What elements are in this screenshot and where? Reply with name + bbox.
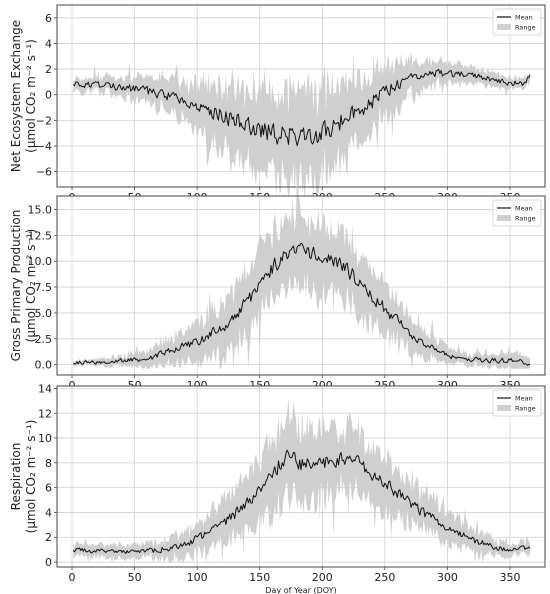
y-tick-label: 6 [45,482,52,495]
y-tick-label: 15.0 [28,203,53,216]
range-band [73,167,531,369]
legend: Mean Range [492,8,542,36]
mean-line [73,242,531,366]
y-tick-label: 4 [45,506,52,519]
axes-frame [56,385,546,568]
legend-mean-label: Mean [515,14,533,22]
mean-line [72,449,531,554]
y-tick-label: 5.0 [35,307,53,320]
y-tick-label: 6 [45,12,52,25]
x-tick-label: 150 [249,571,270,584]
legend: Mean Range [492,199,542,227]
y-axis-label-line: (μmol CO₂ m⁻² s⁻¹) [24,39,38,153]
x-tick-label: 350 [499,571,520,584]
y-tick-label: 2 [45,531,52,544]
legend-range-label: Range [515,405,536,413]
y-tick-label: 10 [38,432,52,445]
y-tick-label: 10.0 [28,255,53,268]
range-band [73,397,531,564]
y-axis-label: Respiration(μmol CO₂ m⁻² s⁻¹) [9,420,38,534]
y-tick-label: 4 [45,37,52,50]
axes-frame [56,4,546,188]
y-axis-label-line: Net Ecosystem Exchange [9,20,23,172]
legend-range-label: Range [515,24,536,32]
legend-mean-label: Mean [515,205,533,213]
x-tick-label: 250 [374,571,395,584]
y-tick-label: −6 [36,166,52,179]
mean-line [72,68,531,147]
chart-panel-2: 0 50 100 150 200 250 300 3500.02.55.07.510.012.… [9,167,546,392]
x-tick-label: 100 [187,571,208,584]
x-axis-label: Day of Year (DOY) [265,586,336,594]
y-axis-label-line: Respiration [9,443,23,511]
range-band [73,50,531,201]
y-tick-label: 7.5 [35,281,53,294]
y-tick-label: 8 [45,457,52,470]
y-tick-label: 0 [45,89,52,102]
y-tick-label: 12 [38,407,52,420]
legend-range-swatch [497,215,511,221]
legend-range-swatch [497,24,511,30]
legend-range-label: Range [515,215,536,223]
x-tick-label: 50 [128,571,142,584]
legend-range-swatch [497,405,511,411]
x-tick-label: 200 [312,571,333,584]
y-axis-label: Gross Primary Production(μmol CO₂ m⁻² s⁻… [9,210,38,362]
legend: Mean Range [492,389,542,417]
y-axis-label-line: Gross Primary Production [9,210,23,362]
y-tick-label: 14 [38,382,52,395]
y-tick-label: 2 [45,63,52,76]
y-axis-label-line: (μmol CO₂ m⁻² s⁻¹) [24,420,38,534]
x-tick-label: 300 [437,571,458,584]
legend-mean-label: Mean [515,395,533,403]
y-axis-label-line: (μmol CO₂ m⁻² s⁻¹) [24,229,38,343]
y-tick-label: 0 [45,556,52,569]
y-tick-label: −2 [36,114,52,127]
y-tick-label: 0.0 [35,359,53,372]
chart-panel-3: 0 50 100 150 200 250 300 350 0 2 4 6 8 10 12 14 Respirat… [9,382,546,594]
y-tick-label: −4 [36,140,52,153]
y-axis-label: Net Ecosystem Exchange(μmol CO₂ m⁻² s⁻¹) [9,20,38,172]
y-tick-label: 2.5 [35,333,53,346]
x-tick-label: 0 [69,571,76,584]
axes-frame [56,195,546,376]
y-tick-label: 12.5 [28,229,53,242]
